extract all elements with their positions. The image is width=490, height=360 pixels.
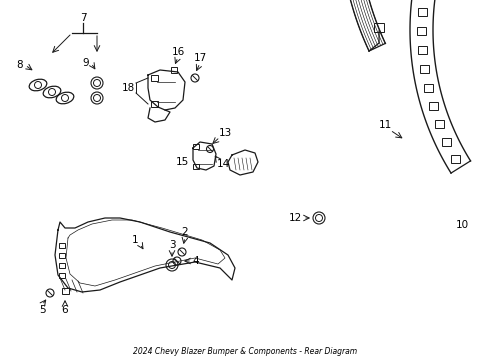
Text: 6: 6 [62, 305, 68, 315]
Bar [374, 23, 384, 32]
Text: 9: 9 [83, 58, 89, 68]
Bar [59, 252, 65, 257]
Bar [59, 273, 65, 278]
Bar [435, 121, 444, 129]
Bar [193, 163, 199, 168]
Bar [171, 67, 177, 73]
Text: 8: 8 [17, 60, 24, 70]
Text: 17: 17 [194, 53, 207, 63]
Text: 4: 4 [193, 256, 199, 266]
Text: 15: 15 [175, 157, 189, 167]
Bar [418, 46, 427, 54]
Text: 10: 10 [455, 220, 468, 230]
Bar [59, 243, 65, 248]
Bar [417, 27, 426, 35]
Bar [62, 288, 69, 294]
Text: 12: 12 [289, 213, 302, 223]
Text: 18: 18 [122, 83, 135, 93]
Bar [150, 75, 157, 81]
Bar [417, 8, 427, 16]
Text: 2024 Chevy Blazer Bumper & Components - Rear Diagram: 2024 Chevy Blazer Bumper & Components - … [133, 347, 357, 356]
Text: 13: 13 [219, 128, 232, 138]
Text: 14: 14 [217, 159, 230, 169]
Bar [424, 84, 433, 92]
Text: 1: 1 [132, 235, 138, 245]
Bar [451, 155, 461, 163]
Bar [429, 103, 438, 111]
Text: 5: 5 [39, 305, 45, 315]
Text: 11: 11 [378, 120, 392, 130]
Bar [193, 144, 199, 149]
Bar [442, 138, 451, 146]
Text: 3: 3 [169, 240, 175, 250]
Text: 7: 7 [80, 13, 86, 23]
Text: 2: 2 [182, 227, 188, 237]
Text: 16: 16 [172, 47, 185, 57]
Bar [420, 66, 429, 73]
Bar [59, 262, 65, 267]
Bar [150, 101, 157, 107]
